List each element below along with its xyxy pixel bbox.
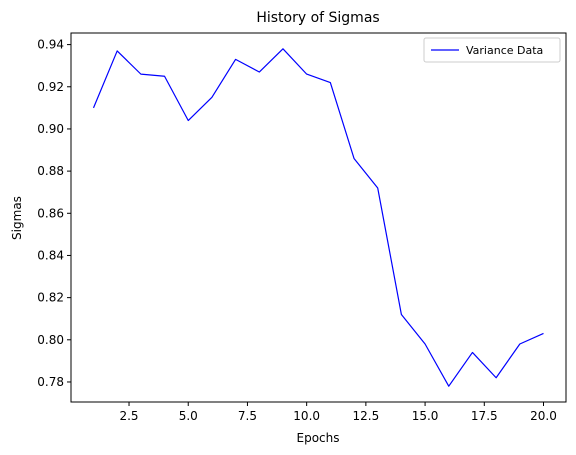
legend: Variance Data xyxy=(423,37,561,63)
series-line-variance-data xyxy=(92,48,544,387)
y-tick-label: 0.84 xyxy=(37,248,64,262)
x-tick-label: 5.0 xyxy=(179,409,198,423)
y-tick-label: 0.94 xyxy=(37,38,64,52)
y-tick-label: 0.86 xyxy=(37,206,64,220)
x-axis-label: Epochs xyxy=(297,431,340,445)
x-tick-label: 20.0 xyxy=(530,409,557,423)
y-tick-label: 0.78 xyxy=(37,375,64,389)
legend-box xyxy=(423,37,561,63)
series-layer xyxy=(92,48,544,387)
y-axis-label: Sigmas xyxy=(10,196,24,240)
y-tick-label: 0.92 xyxy=(37,80,64,94)
y-axis: 0.78 0.80 0.82 0.84 0.86 0.88 0.90 0.92 0.94 xyxy=(37,38,71,389)
plot-frame xyxy=(70,32,567,403)
chart-title: History of Sigmas xyxy=(256,10,379,26)
x-tick-label: 7.5 xyxy=(238,409,257,423)
x-axis: 2.5 5.0 7.5 10.0 12.5 15.0 17.5 20.0 xyxy=(119,402,557,423)
plot-area xyxy=(70,32,567,403)
x-tick-label: 10.0 xyxy=(293,409,320,423)
y-tick-label: 0.88 xyxy=(37,164,64,178)
y-tick-label: 0.82 xyxy=(37,291,64,305)
x-tick-label: 2.5 xyxy=(119,409,138,423)
x-tick-label: 15.0 xyxy=(412,409,439,423)
y-tick-label: 0.80 xyxy=(37,333,64,347)
legend-label: Variance Data xyxy=(466,44,543,57)
y-tick-label: 0.90 xyxy=(37,122,64,136)
x-tick-label: 17.5 xyxy=(471,409,498,423)
x-tick-label: 12.5 xyxy=(353,409,380,423)
